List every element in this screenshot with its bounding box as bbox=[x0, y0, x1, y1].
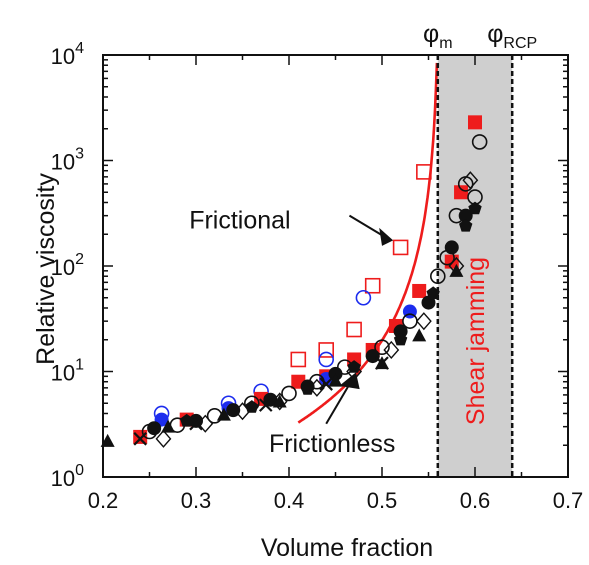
data-point-s0-0 bbox=[290, 351, 307, 368]
data-point-s0-5 bbox=[416, 164, 432, 180]
y-tick-label-4: 104 bbox=[51, 40, 84, 69]
annotation-frictional: Frictional bbox=[189, 207, 290, 235]
data-point-s6-0 bbox=[155, 429, 172, 448]
data-point-s8-3 bbox=[347, 360, 361, 373]
data-point-s8-2 bbox=[300, 382, 315, 395]
data-point-s1-4 bbox=[355, 289, 372, 306]
data-point-s7-3 bbox=[272, 394, 287, 408]
data-point-s1-3 bbox=[318, 351, 335, 368]
data-point-s8-6 bbox=[459, 218, 473, 232]
annotation-frictionless: Frictionless bbox=[269, 430, 395, 458]
data-point-s8-4 bbox=[393, 332, 408, 346]
y-tick-label-2: 102 bbox=[51, 251, 84, 280]
x-axis-label: Volume fraction bbox=[261, 534, 433, 562]
axis-ticks bbox=[102, 55, 569, 478]
y-tick-label-0: 100 bbox=[51, 462, 84, 491]
x-tick-label-2: 0.4 bbox=[274, 488, 305, 513]
data-point-s2-8 bbox=[412, 283, 427, 298]
data-point-s8-0 bbox=[180, 413, 194, 427]
data-point-s6-7 bbox=[415, 312, 432, 331]
data-point-s7-0 bbox=[100, 433, 115, 447]
data-point-s5-9 bbox=[444, 240, 459, 255]
data-point-s2-11 bbox=[468, 115, 482, 130]
data-point-s7-1 bbox=[161, 419, 176, 433]
data-point-s5-0 bbox=[147, 421, 162, 436]
x-tick-label-0: 0.2 bbox=[88, 488, 119, 513]
x-tick-label-5: 0.7 bbox=[553, 488, 584, 513]
y-tick-label-1: 101 bbox=[51, 357, 84, 386]
x-tick-label-3: 0.5 bbox=[367, 488, 398, 513]
data-point-s9-4 bbox=[375, 356, 389, 370]
vline-label-1: φRCP bbox=[487, 20, 537, 52]
y-tick-label-3: 103 bbox=[51, 146, 84, 175]
data-point-s0-4 bbox=[392, 239, 409, 256]
data-point-s6-3 bbox=[271, 392, 288, 411]
data-point-s0-3 bbox=[364, 277, 381, 294]
y-tick-labels: 100 101 102 103 104 bbox=[51, 40, 84, 491]
data-point-s6-9 bbox=[462, 171, 479, 190]
data-point-s8-1 bbox=[245, 400, 259, 413]
data-point-s2-0 bbox=[133, 429, 148, 444]
data-point-s9-1 bbox=[189, 416, 203, 431]
data-point-s8-5 bbox=[426, 286, 440, 300]
vline-label-0: φm bbox=[423, 20, 453, 52]
data-point-s7-6 bbox=[412, 328, 427, 342]
y-axis-label: Relative viscosity bbox=[32, 173, 60, 365]
annotations: Frictional Frictionless bbox=[189, 207, 395, 459]
data-point-s9-2 bbox=[258, 398, 273, 412]
data-point-s5-7 bbox=[393, 324, 408, 339]
data-point-s0-1 bbox=[318, 342, 335, 358]
data-point-s0-2 bbox=[346, 321, 362, 338]
vline-labels: φm φRCP bbox=[423, 20, 537, 52]
data-point-s4-7 bbox=[374, 339, 390, 355]
data-point-s4-4 bbox=[281, 385, 297, 402]
x-tick-labels: 0.2 0.3 0.4 0.5 0.6 0.7 bbox=[88, 488, 584, 513]
data-point-s9-0 bbox=[133, 432, 147, 446]
data-point-s6-4 bbox=[308, 378, 325, 397]
shaded-region-label: Shear jamming bbox=[462, 257, 490, 425]
data-point-s7-2 bbox=[216, 407, 231, 421]
annotation-frictionless-arrowhead bbox=[339, 372, 360, 390]
data-points bbox=[100, 115, 488, 448]
data-point-s5-6 bbox=[365, 349, 380, 364]
annotation-frictional-arrowhead bbox=[379, 227, 394, 246]
x-tick-label-1: 0.3 bbox=[181, 488, 212, 513]
data-point-s8-7 bbox=[468, 201, 482, 215]
data-point-s4-14 bbox=[471, 134, 488, 150]
data-point-s5-10 bbox=[458, 208, 473, 223]
data-point-s7-4 bbox=[328, 373, 343, 387]
data-point-s9-3 bbox=[319, 377, 333, 391]
data-point-s7-7 bbox=[449, 263, 464, 277]
data-point-s6-1 bbox=[197, 414, 214, 433]
vertical-lines bbox=[436, 55, 514, 477]
data-point-s2-10 bbox=[454, 185, 469, 200]
x-tick-label-4: 0.6 bbox=[460, 488, 491, 513]
data-point-s6-6 bbox=[383, 340, 400, 360]
